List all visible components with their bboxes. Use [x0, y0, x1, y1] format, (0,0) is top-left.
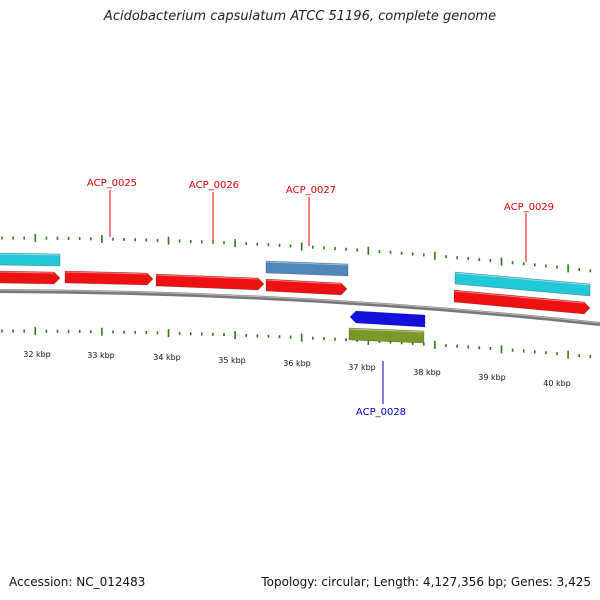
steelblue-feature-acp-0027 [265, 260, 349, 277]
kbp-label: 35 kbp [218, 356, 246, 365]
cyan-feature-acp-0029 [454, 271, 591, 297]
kbp-label: 33 kbp [87, 351, 115, 360]
kbp-labels: 32 kbp 33 kbp 34 kbp 35 kbp 36 kbp 37 kbp 38 k… [23, 350, 571, 388]
genome-backbone-highlight [0, 289, 600, 324]
forward-cds-arrow [453, 289, 591, 315]
gene-label-acp-0025: ACP_0025 [87, 178, 137, 189]
forward-cds-arrow [155, 273, 265, 291]
forward-cds-arrow-highlight [265, 279, 342, 285]
forward-cds-arrow [64, 270, 154, 286]
forward-cds-arrow-highlight [453, 290, 585, 304]
forward-cds-arrow-highlight [0, 271, 55, 274]
olive-feature-acp-0028 [348, 327, 425, 344]
gene-label-acp-0027: ACP_0027 [286, 185, 336, 196]
cyan-feature-left-highlight [0, 253, 61, 256]
forward-cds-arrow-highlight [155, 274, 259, 280]
accession-text: Accession: NC_012483 [9, 575, 146, 589]
reverse-cds-arrow-acp-0028 [349, 310, 426, 328]
gene-label-acp-0029: ACP_0029 [504, 202, 554, 213]
gene-labels: ACP_0025 ACP_0026 ACP_0027 ACP_0029 ACP_0028 [87, 178, 554, 418]
cyan-feature-acp-0029-highlight [454, 272, 591, 286]
kbp-label: 38 kbp [413, 368, 441, 377]
gene-features [0, 252, 591, 344]
genome-summary-text: Topology: circular; Length: 4,127,356 bp… [261, 575, 591, 589]
gene-label-acp-0028: ACP_0028 [356, 407, 406, 418]
forward-cds-arrow [265, 278, 348, 296]
genome-title: Acidobacterium capsulatum ATCC 51196, co… [103, 9, 497, 24]
kbp-label: 37 kbp [348, 363, 376, 372]
kbp-label: 32 kbp [23, 350, 51, 359]
genome-backbone [0, 289, 600, 326]
kbp-label: 34 kbp [153, 353, 181, 362]
steelblue-feature-acp-0027-highlight [265, 261, 349, 266]
kbp-label: 40 kbp [543, 379, 571, 388]
kbp-label: 39 kbp [478, 373, 506, 382]
cyan-feature-left [0, 252, 61, 267]
forward-cds-arrow-highlight [64, 271, 148, 275]
forward-cds-arrow [0, 270, 61, 285]
tick-marks [1, 234, 592, 359]
kbp-label: 36 kbp [283, 359, 311, 368]
gene-label-acp-0026: ACP_0026 [189, 180, 239, 191]
olive-feature-acp-0028-highlight [348, 328, 425, 333]
